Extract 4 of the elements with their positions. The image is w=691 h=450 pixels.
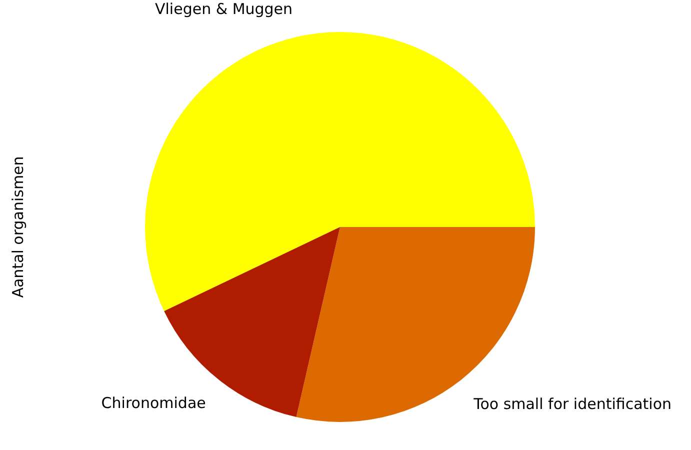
slice-label: Chironomidae <box>101 394 206 412</box>
slice-label: Too small for identification <box>474 394 672 413</box>
text: Aantal organismen <box>9 156 27 298</box>
slice-label: Vliegen & Muggen <box>155 0 293 18</box>
